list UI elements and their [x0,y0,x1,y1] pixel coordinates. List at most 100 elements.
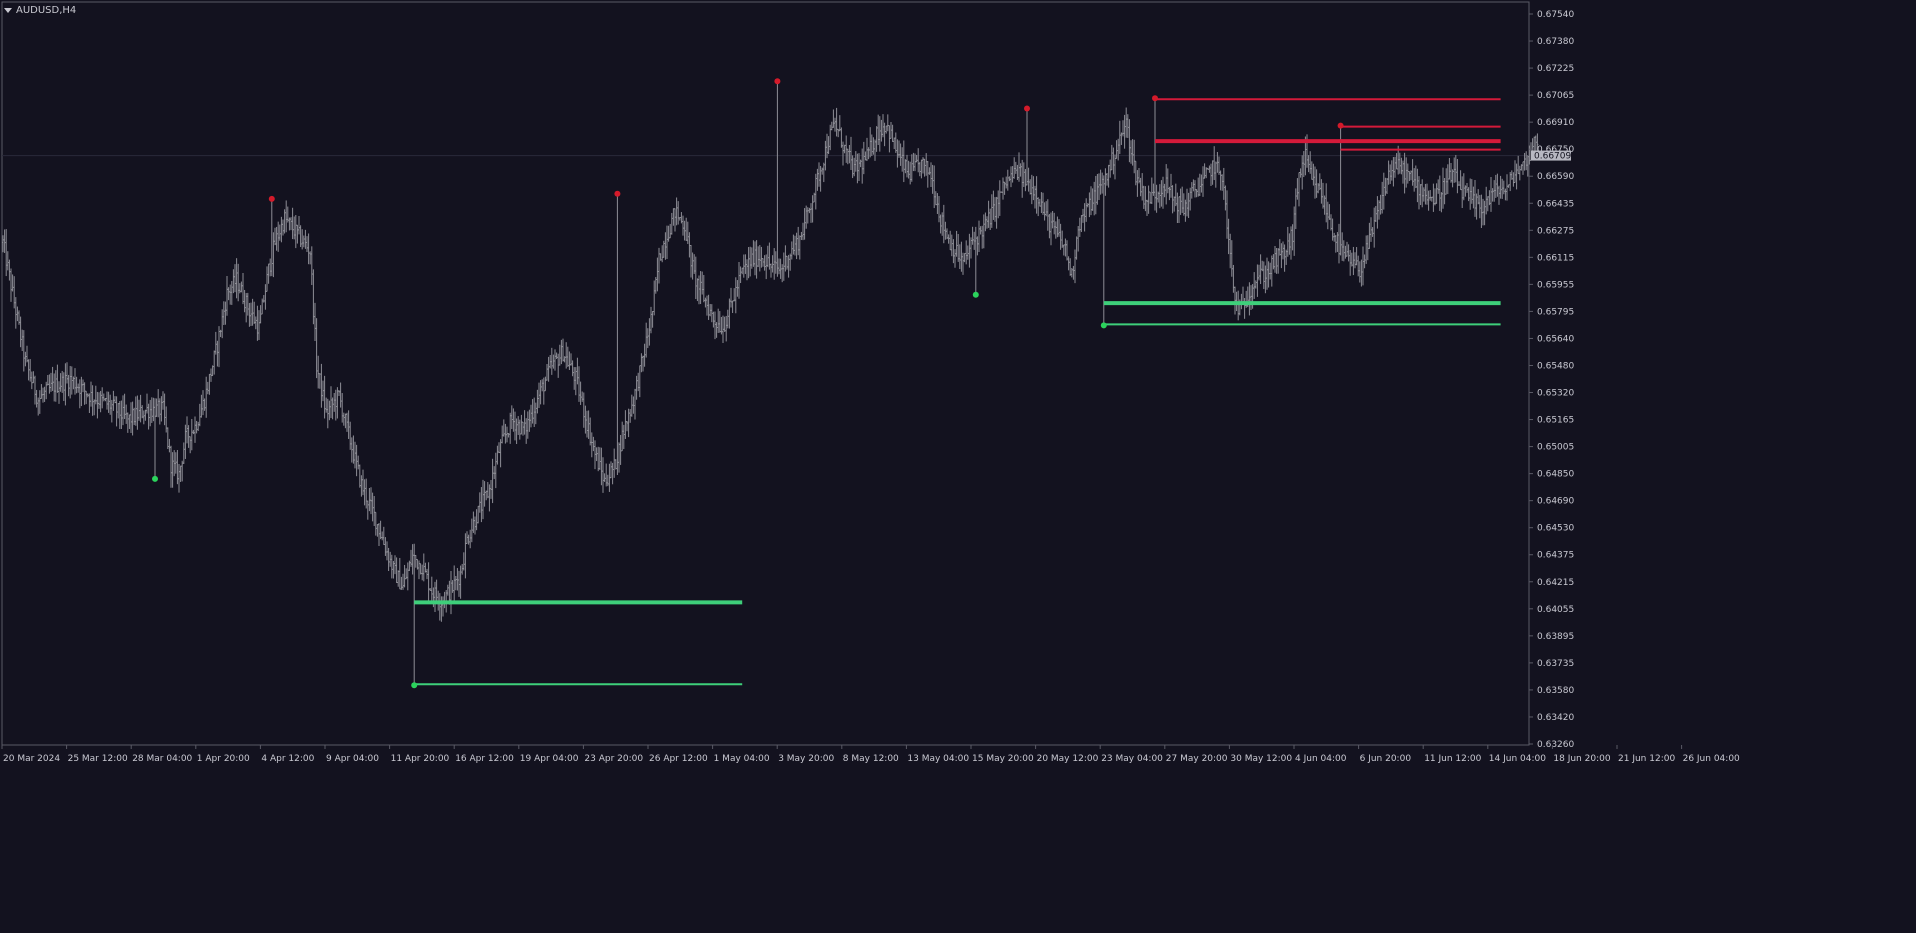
ohlc-bar [85,390,88,405]
ohlc-bar [406,562,409,591]
ohlc-bar [1229,233,1232,269]
x-tick-label: 14 Jun 04:00 [1489,754,1546,764]
ohlc-bar [446,584,449,596]
ohlc-bar [910,154,913,182]
ohlc-bar [832,109,835,128]
ohlc-bar [842,141,844,166]
ohlc-bar [766,245,769,268]
ohlc-bar [803,208,806,240]
ohlc-bar [1024,169,1027,192]
ohlc-bar [1170,173,1172,198]
ohlc-bar [763,255,766,271]
ohlc-bar [40,384,43,399]
ohlc-bar [1522,161,1524,175]
ohlc-bar [734,277,737,314]
ohlc-bar [1094,175,1097,215]
ohlc-bar [243,289,246,313]
ohlc-bar [147,403,150,430]
ohlc-bar [1165,164,1168,205]
ohlc-bar [1474,180,1476,217]
ohlc-bar [1440,192,1443,213]
ohlc-bar [891,124,894,142]
ohlc-bar [595,447,598,462]
ohlc-bar [755,240,758,279]
y-tick-label: 0.63260 [1537,740,1574,750]
ohlc-bar [146,393,148,414]
ohlc-bar [1066,240,1068,261]
ohlc-bar [1485,186,1488,215]
ohlc-bar [554,349,556,371]
ohlc-bar [226,275,228,316]
ohlc-bar [749,246,752,277]
ohlc-bar [397,570,400,587]
ohlc-bar [784,245,787,272]
ohlc-bar [1368,222,1371,249]
ohlc-bar [245,293,248,323]
ohlc-bar [698,275,700,305]
ohlc-bar [342,412,345,426]
ohlc-bar [618,442,620,473]
chart-menu-triangle-icon[interactable] [4,7,12,13]
ohlc-bar [442,596,444,617]
ohlc-bar [274,227,276,246]
chart-title-bar[interactable]: AUDUSD,H4 [4,3,76,17]
ohlc-bar [262,295,265,303]
ohlc-bar [555,352,558,360]
ohlc-bar [838,115,841,132]
ohlc-bar [341,393,344,423]
ohlc-bar [544,376,547,392]
y-tick-label: 0.65320 [1537,389,1574,399]
ohlc-bar [1496,173,1499,197]
ohlc-bar [486,482,489,499]
ohlc-bar [1098,173,1100,201]
ohlc-bar [338,390,340,396]
ohlc-bar [1230,240,1233,277]
ohlc-bar [1328,204,1331,220]
ohlc-bar [1358,261,1361,283]
ohlc-bar [1122,120,1124,137]
x-tick-label: 9 Apr 04:00 [326,754,379,764]
ohlc-bar [1499,175,1502,199]
ohlc-bar [170,445,172,488]
ohlc-bar [1088,192,1091,218]
ohlc-bar [8,259,11,281]
ohlc-bar [1309,151,1312,174]
ohlc-bar [1174,183,1177,207]
ohlc-bar [349,421,352,450]
ohlc-bar [99,390,102,413]
ohlc-bar [1467,187,1470,202]
ohlc-bar [843,144,846,154]
current-price-label: 0.66709 [1534,152,1571,162]
ohlc-bar [141,405,144,419]
ohlc-bar [115,396,118,427]
ohlc-bar [62,372,65,401]
ohlc-bar [91,385,94,416]
ohlc-bar [1339,126,1342,256]
swing-low-dot [1100,322,1107,329]
ohlc-bar [294,215,297,249]
ohlc-bar [880,119,883,142]
ohlc-bar [1299,168,1302,178]
ohlc-bar [590,432,593,458]
ohlc-bar [877,114,880,145]
ohlc-bar [29,359,32,382]
ohlc-bar [234,264,236,293]
ohlc-bar [1038,198,1041,207]
ohlc-bar [1355,247,1358,266]
ohlc-bar [477,505,480,524]
ohlc-bar [928,167,931,175]
ohlc-bar [96,391,99,419]
ohlc-bar [190,418,193,451]
ohlc-bar [712,311,715,328]
ohlc-bar [51,366,54,391]
ohlc-bar [374,511,377,536]
x-tick-label: 11 Apr 20:00 [391,754,450,764]
ohlc-bar [1019,163,1022,177]
ohlc-bar [952,239,955,264]
ohlc-bar [408,560,411,571]
ohlc-bar [42,387,44,403]
ohlc-bar [600,447,603,486]
ohlc-bar [1486,196,1489,212]
